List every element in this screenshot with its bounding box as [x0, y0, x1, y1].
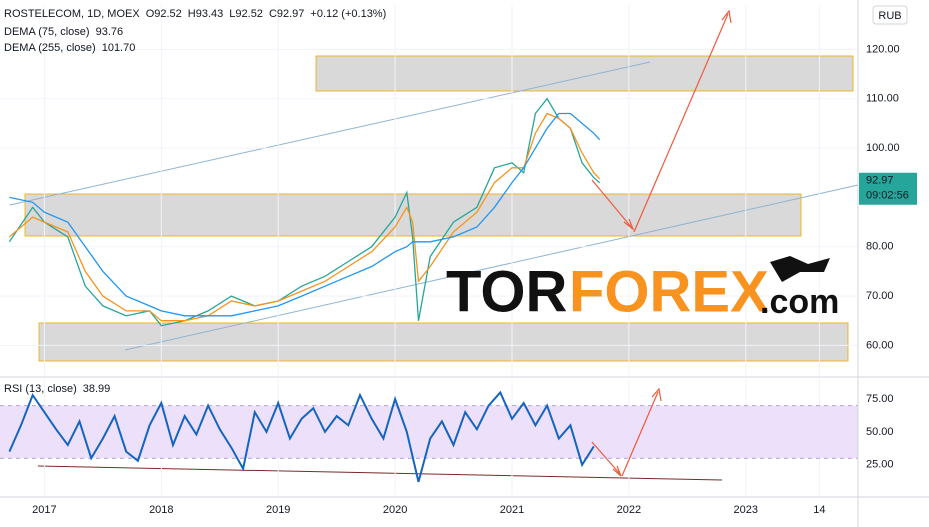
x-tick-label: 2022: [617, 504, 641, 516]
arrow-head: [623, 218, 635, 231]
x-tick-label: 2017: [32, 504, 56, 516]
arrow-head: [651, 387, 662, 402]
logo: TOR FOREX .com: [446, 256, 839, 324]
y-tick-label: 70.00: [866, 290, 894, 302]
arrow-head: [612, 465, 622, 477]
series-line: [9, 112, 601, 317]
arrows: [591, 9, 732, 477]
x-tick-label: 2018: [149, 504, 173, 516]
x-tick-label: 2023: [734, 504, 758, 516]
header-item: O92.52: [146, 8, 182, 20]
header-item: C92.97: [269, 8, 304, 20]
y-tick-label: 75.00: [866, 393, 894, 405]
trend-line: [37, 465, 723, 481]
countdown: 09:02:56: [866, 190, 909, 202]
header-item: L92.52: [229, 8, 263, 20]
zone: [315, 55, 854, 92]
x-tick-label: 2021: [500, 504, 524, 516]
series-line: [8, 112, 601, 322]
header-item: ROSTELECOM, 1D, MOEX: [4, 8, 140, 20]
y-tick-label: 50.00: [866, 426, 894, 438]
header-item: +0.12 (+0.13%): [310, 8, 386, 20]
price-label-text: 92.97: [866, 175, 894, 187]
currency[interactable]: RUB: [878, 10, 901, 22]
series-line: [8, 390, 595, 483]
x-tick-label: 2020: [383, 504, 407, 516]
legend: ROSTELECOM, 1D, MOEX O92.52 H93.43 L92.52 C9…: [4, 8, 386, 395]
currency-box[interactable]: [872, 5, 908, 25]
legend-value: 38.99: [83, 383, 111, 395]
rsi-band: [0, 405, 858, 459]
legend-name: DEMA (75, close): [4, 26, 90, 38]
y-tick-label: 100.00: [866, 142, 900, 154]
x-tick-label: 14: [813, 504, 825, 516]
legend-name: DEMA (255, close): [4, 42, 96, 54]
arrow: [591, 441, 621, 475]
logo-part: .com: [760, 283, 839, 321]
price-label: [859, 172, 917, 205]
y-tick-label: 120.00: [866, 43, 900, 55]
arrow: [621, 391, 659, 477]
trend-line: [124, 184, 859, 351]
zone: [38, 322, 849, 362]
logo-icon: [770, 256, 830, 282]
series-line: [8, 97, 601, 327]
x-tick-label: 2019: [266, 504, 290, 516]
legend-name: RSI (13, close): [4, 383, 77, 395]
y-tick-label: 60.00: [866, 339, 894, 351]
arrow: [591, 179, 633, 229]
plot: [0, 5, 858, 495]
logo-part: TOR: [446, 259, 567, 324]
arrow-head: [721, 9, 732, 24]
legend-value: 93.76: [96, 26, 124, 38]
legend-value: 101.70: [102, 42, 136, 54]
arrow: [633, 13, 729, 233]
y-tick-label: 110.00: [866, 93, 899, 105]
y-tick-label: 25.00: [866, 459, 894, 471]
logo-part: FOREX: [569, 259, 769, 324]
trend-line: [9, 61, 651, 206]
header-item: H93.43: [188, 8, 223, 20]
y-tick-label: 80.00: [866, 241, 894, 253]
